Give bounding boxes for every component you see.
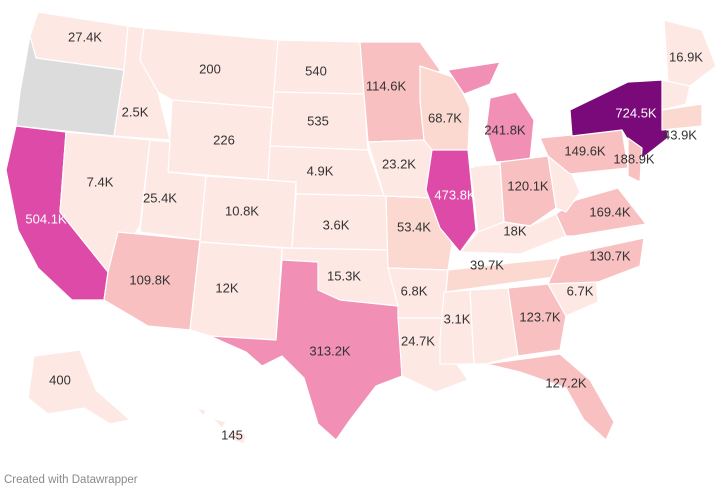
state-tx[interactable]: [209, 259, 403, 441]
state-va[interactable]: [555, 187, 647, 237]
state-label-va: 169.4K: [589, 204, 631, 219]
state-label-tx: 313.2K: [309, 343, 351, 358]
state-label-me: 16.9K: [669, 49, 703, 64]
state-ne_small[interactable]: [661, 79, 691, 111]
credit-text: Created with Datawrapper: [4, 474, 138, 486]
state-label-fl: 127.2K: [545, 375, 587, 390]
state-label-ca: 504.1K: [25, 211, 67, 226]
states-layer: [5, 11, 717, 445]
state-label-tn: 39.7K: [470, 257, 504, 272]
state-label-nm: 12K: [215, 280, 238, 295]
state-label-wi: 68.7K: [428, 110, 462, 125]
state-label-ny: 724.5K: [615, 105, 657, 120]
state-label-ks: 3.6K: [323, 217, 350, 232]
state-label-hi: 145: [221, 427, 243, 442]
state-hi[interactable]: [195, 407, 247, 445]
state-label-ky: 18K: [503, 223, 526, 238]
state-label-sd: 535: [307, 113, 329, 128]
state-label-ak: 400: [49, 372, 71, 387]
state-ma[interactable]: [661, 103, 703, 131]
state-nc[interactable]: [547, 237, 645, 285]
state-label-oh: 120.1K: [507, 178, 549, 193]
state-label-la: 24.7K: [401, 333, 435, 348]
state-label-pa: 149.6K: [564, 143, 606, 158]
state-label-ma: 43.9K: [663, 127, 697, 142]
state-label-mn: 114.6K: [366, 78, 407, 93]
state-label-ut: 25.4K: [143, 190, 177, 205]
state-label-ok: 15.3K: [327, 268, 361, 283]
state-ak[interactable]: [27, 349, 131, 425]
state-label-il: 473.8K: [434, 187, 476, 202]
state-label-nv: 7.4K: [87, 174, 114, 189]
state-ms[interactable]: [439, 289, 475, 365]
state-label-ia: 23.2K: [382, 156, 416, 171]
state-label-wa: 27.4K: [68, 29, 102, 44]
state-label-co: 10.8K: [225, 203, 259, 218]
state-label-nd: 540: [305, 63, 327, 78]
state-nj[interactable]: [627, 137, 643, 183]
state-label-nc: 130.7K: [589, 248, 631, 263]
state-me[interactable]: [663, 19, 717, 87]
state-label-wy: 226: [213, 132, 235, 147]
state-ga[interactable]: [507, 283, 567, 357]
state-label-ms: 3.1K: [444, 311, 471, 326]
state-al[interactable]: [469, 287, 519, 365]
state-oh[interactable]: [499, 155, 557, 227]
state-ny[interactable]: [569, 79, 669, 161]
state-label-az: 109.8K: [129, 272, 171, 287]
state-label-mo: 53.4K: [397, 219, 431, 234]
state-label-id: 2.5K: [122, 104, 149, 119]
state-ky[interactable]: [459, 213, 567, 255]
state-label-ga: 123.7K: [519, 309, 561, 324]
state-label-nj: 188.9K: [613, 151, 655, 166]
state-label-ne: 4.9K: [307, 163, 334, 178]
state-label-mi: 241.8K: [484, 122, 526, 137]
state-fl[interactable]: [485, 353, 615, 441]
state-label-sc: 6.7K: [567, 283, 594, 298]
labels-layer: 27.4K 504.1K 2.5K 7.4K 200 226 25.4K 109.8K 10.8…: [25, 29, 703, 442]
state-label-ar: 6.8K: [401, 283, 428, 298]
state-label-mt: 200: [199, 61, 221, 76]
